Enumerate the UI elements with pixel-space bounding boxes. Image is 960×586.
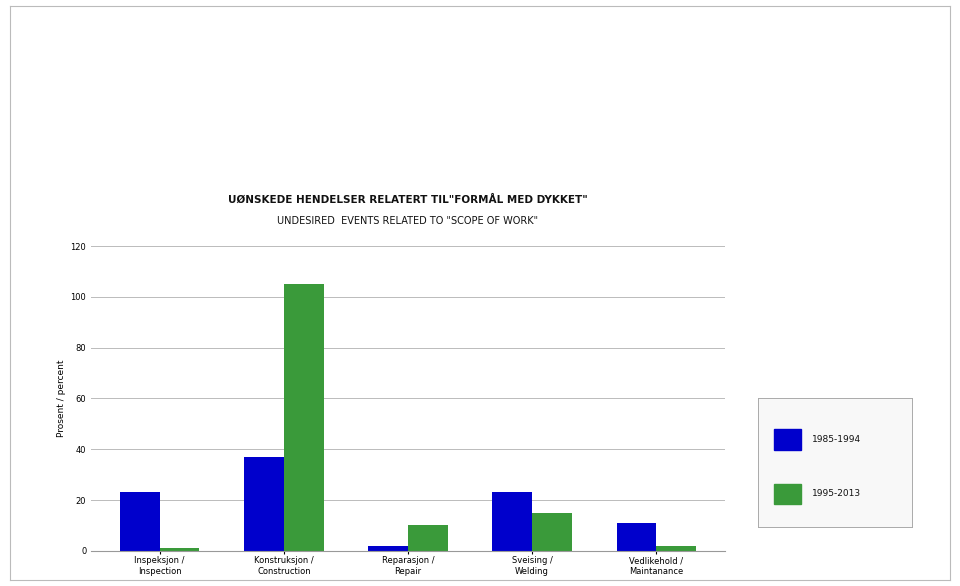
Bar xyxy=(774,483,802,504)
Bar xyxy=(408,526,447,551)
Text: UØNSKEDE HENDELSER RELATERT TIL"FORMÅL MED DYKKET": UØNSKEDE HENDELSER RELATERT TIL"FORMÅL M… xyxy=(228,195,588,205)
Bar xyxy=(120,492,159,551)
Bar xyxy=(774,430,802,450)
Bar xyxy=(532,513,572,551)
Text: UNDESIRED  EVENTS RELATED TO "SCOPE OF WORK": UNDESIRED EVENTS RELATED TO "SCOPE OF WO… xyxy=(277,216,539,226)
Bar xyxy=(244,457,284,551)
Bar xyxy=(284,284,324,551)
Bar xyxy=(159,548,200,551)
Bar xyxy=(616,523,657,551)
Bar xyxy=(492,492,532,551)
Bar xyxy=(657,546,696,551)
Bar xyxy=(369,546,408,551)
Y-axis label: Prosent / percent: Prosent / percent xyxy=(58,360,66,437)
Text: 1995-2013: 1995-2013 xyxy=(812,489,861,498)
Text: 1985-1994: 1985-1994 xyxy=(812,435,861,444)
